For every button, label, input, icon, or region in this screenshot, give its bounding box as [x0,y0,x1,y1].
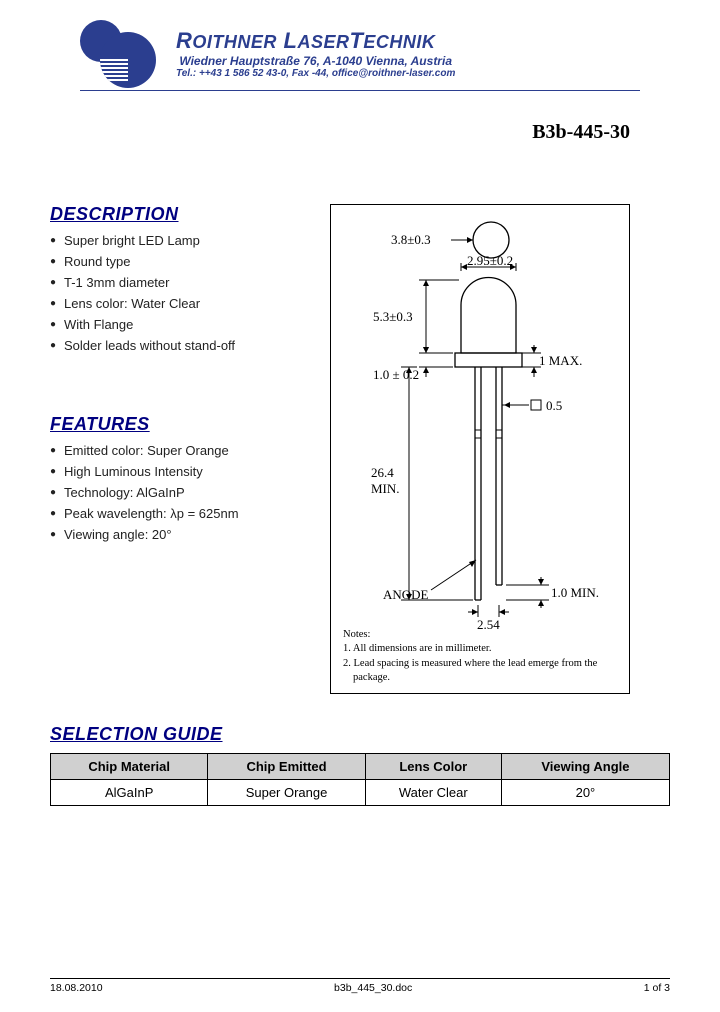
dimension-diagram: 3.8±0.3 2.95±0.2 5.3±0.3 1.0 ± 0.2 1 MAX… [330,204,630,694]
company-contact: Tel.: ++43 1 586 52 43-0, Fax -44, offic… [176,68,455,79]
dim-cathode-notch: 1.0 MIN. [551,585,599,601]
anode-label: ANODE [383,587,429,603]
table-cell: Super Orange [208,780,365,806]
dim-lead-square: 0.5 [546,398,562,414]
note-line: 2. Lead spacing is measured where the le… [343,657,613,685]
description-list: Super bright LED Lamp Round type T-1 3mm… [50,233,310,353]
dim-flange-height: 1.0 ± 0.2 [373,367,419,383]
list-item: Peak wavelength: λp = 625nm [50,506,310,521]
dim-top-circle: 3.8±0.3 [391,232,431,248]
features-list: Emitted color: Super Orange High Luminou… [50,443,310,542]
page-footer: 18.08.2010 b3b_445_30.doc 1 of 3 [50,978,670,994]
company-name: ROITHNER LASERTECHNIK [176,28,455,54]
dim-dome-height: 5.3±0.3 [373,309,413,325]
selection-heading: SELECTION GUIDE [50,724,670,745]
table-cell: AlGaInP [51,780,208,806]
list-item: T-1 3mm diameter [50,275,310,290]
diagram-notes: Notes: 1. All dimensions are in millimet… [343,628,613,685]
note-line: 1. All dimensions are in millimeter. [343,642,613,656]
table-header: Lens Color [365,754,501,780]
dim-body-width: 2.95±0.2 [467,253,513,269]
list-item: Super bright LED Lamp [50,233,310,248]
table-header: Chip Material [51,754,208,780]
table-row: AlGaInP Super Orange Water Clear 20° [51,780,670,806]
list-item: High Luminous Intensity [50,464,310,479]
header-divider [80,90,640,91]
list-item: Emitted color: Super Orange [50,443,310,458]
table-header: Chip Emitted [208,754,365,780]
part-number: B3b-445-30 [50,121,630,144]
dim-flange-width: 1 MAX. [539,353,582,369]
header: ROITHNER LASERTECHNIK Wiedner Hauptstraß… [50,20,670,86]
company-logo [80,20,170,86]
footer-file: b3b_445_30.doc [334,982,412,994]
description-heading: DESCRIPTION [50,204,310,225]
footer-page: 1 of 3 [644,982,670,994]
list-item: With Flange [50,317,310,332]
company-address: Wiedner Hauptstraße 76, A-1040 Vienna, A… [176,54,455,68]
features-heading: FEATURES [50,414,310,435]
list-item: Lens color: Water Clear [50,296,310,311]
dim-lead-length: 26.4MIN. [371,465,400,496]
table-cell: Water Clear [365,780,501,806]
selection-guide-table: Chip Material Chip Emitted Lens Color Vi… [50,753,670,806]
list-item: Solder leads without stand-off [50,338,310,353]
list-item: Viewing angle: 20° [50,527,310,542]
notes-heading: Notes: [343,628,613,642]
table-cell: 20° [501,780,669,806]
table-header: Viewing Angle [501,754,669,780]
list-item: Technology: AlGaInP [50,485,310,500]
led-drawing-svg [331,205,631,635]
footer-date: 18.08.2010 [50,982,103,994]
list-item: Round type [50,254,310,269]
